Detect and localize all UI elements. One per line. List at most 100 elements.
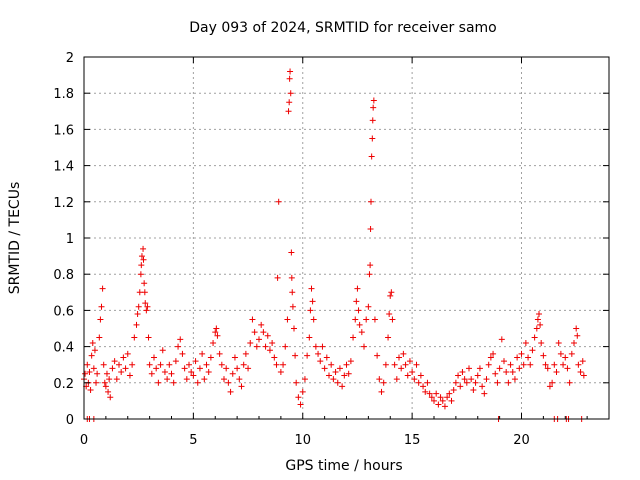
data-point	[555, 339, 562, 346]
data-point	[370, 104, 377, 111]
data-point	[91, 347, 98, 354]
chart-title: Day 093 of 2024, SRMTID for receiver sam…	[189, 20, 497, 36]
data-point	[94, 370, 101, 377]
data-point	[120, 354, 127, 361]
data-point	[355, 307, 362, 314]
data-point	[203, 361, 210, 368]
data-point	[145, 334, 152, 341]
data-point	[103, 370, 110, 377]
data-point	[422, 388, 429, 395]
data-point	[153, 365, 160, 372]
y-tick-label: 0.8	[53, 268, 74, 283]
data-point	[148, 370, 155, 377]
data-point	[285, 108, 292, 115]
data-point	[433, 390, 440, 397]
data-point	[190, 372, 197, 379]
data-point	[428, 394, 435, 401]
data-point	[223, 365, 230, 372]
data-point	[251, 329, 258, 336]
data-point	[336, 365, 343, 372]
data-point	[107, 394, 114, 401]
data-point	[353, 298, 360, 305]
data-point	[186, 361, 192, 368]
data-point	[466, 365, 472, 372]
data-point	[155, 379, 162, 386]
y-tick-label: 0.4	[53, 341, 74, 356]
data-point	[159, 347, 166, 354]
data-point	[358, 329, 365, 336]
data-point	[580, 372, 587, 379]
data-point	[350, 334, 357, 341]
data-point	[483, 376, 490, 383]
data-point	[287, 90, 294, 97]
data-point	[448, 397, 455, 404]
data-point	[231, 354, 238, 361]
data-point	[474, 372, 481, 379]
data-point	[452, 379, 459, 386]
data-point	[341, 372, 348, 379]
data-point	[461, 376, 468, 383]
data-point	[99, 285, 106, 292]
data-point	[266, 347, 273, 354]
data-point	[370, 97, 377, 104]
data-point	[282, 343, 289, 350]
data-point	[345, 370, 352, 377]
data-point	[210, 339, 217, 346]
data-point	[213, 325, 220, 332]
data-point	[361, 343, 367, 350]
data-point	[293, 379, 300, 386]
data-point	[369, 135, 376, 142]
data-point	[102, 383, 109, 390]
data-point	[301, 376, 308, 383]
y-tick-label: 2	[66, 51, 74, 66]
data-point	[216, 350, 223, 357]
data-points	[81, 68, 587, 422]
data-point	[538, 339, 545, 346]
data-point	[417, 372, 424, 379]
data-point	[494, 379, 501, 386]
data-point	[183, 376, 190, 383]
data-point	[309, 298, 316, 305]
data-point	[366, 271, 373, 278]
data-point	[525, 354, 532, 361]
data-point	[411, 376, 418, 383]
data-point	[468, 376, 475, 383]
data-point	[221, 376, 227, 383]
data-point	[275, 198, 282, 205]
data-point	[363, 316, 370, 323]
data-point	[201, 376, 208, 383]
data-point	[88, 352, 95, 359]
x-tick-label: 5	[189, 433, 197, 448]
data-point	[323, 354, 330, 361]
data-point	[271, 354, 278, 361]
data-point	[352, 316, 359, 323]
x-tick-label: 0	[80, 433, 88, 448]
data-point	[151, 354, 157, 361]
data-point	[332, 368, 339, 375]
data-point	[118, 368, 125, 375]
data-point	[457, 383, 464, 390]
data-point	[93, 379, 100, 386]
data-point	[310, 316, 317, 323]
data-point	[205, 368, 212, 375]
data-point	[273, 361, 280, 368]
data-point	[166, 361, 173, 368]
data-point	[175, 343, 182, 350]
data-point	[413, 361, 420, 368]
data-point	[420, 383, 427, 390]
data-point	[106, 376, 113, 383]
data-point	[402, 361, 409, 368]
data-point	[168, 370, 175, 377]
data-point	[365, 303, 372, 310]
data-point	[289, 289, 296, 296]
data-point	[133, 321, 140, 328]
data-point	[490, 350, 497, 357]
data-point	[503, 368, 510, 375]
data-point	[487, 354, 494, 361]
data-point	[264, 332, 271, 339]
data-point	[135, 303, 142, 310]
x-axis-ticks: 0 5 10 15 20	[80, 57, 588, 448]
data-point	[141, 289, 148, 296]
data-point	[111, 358, 118, 365]
